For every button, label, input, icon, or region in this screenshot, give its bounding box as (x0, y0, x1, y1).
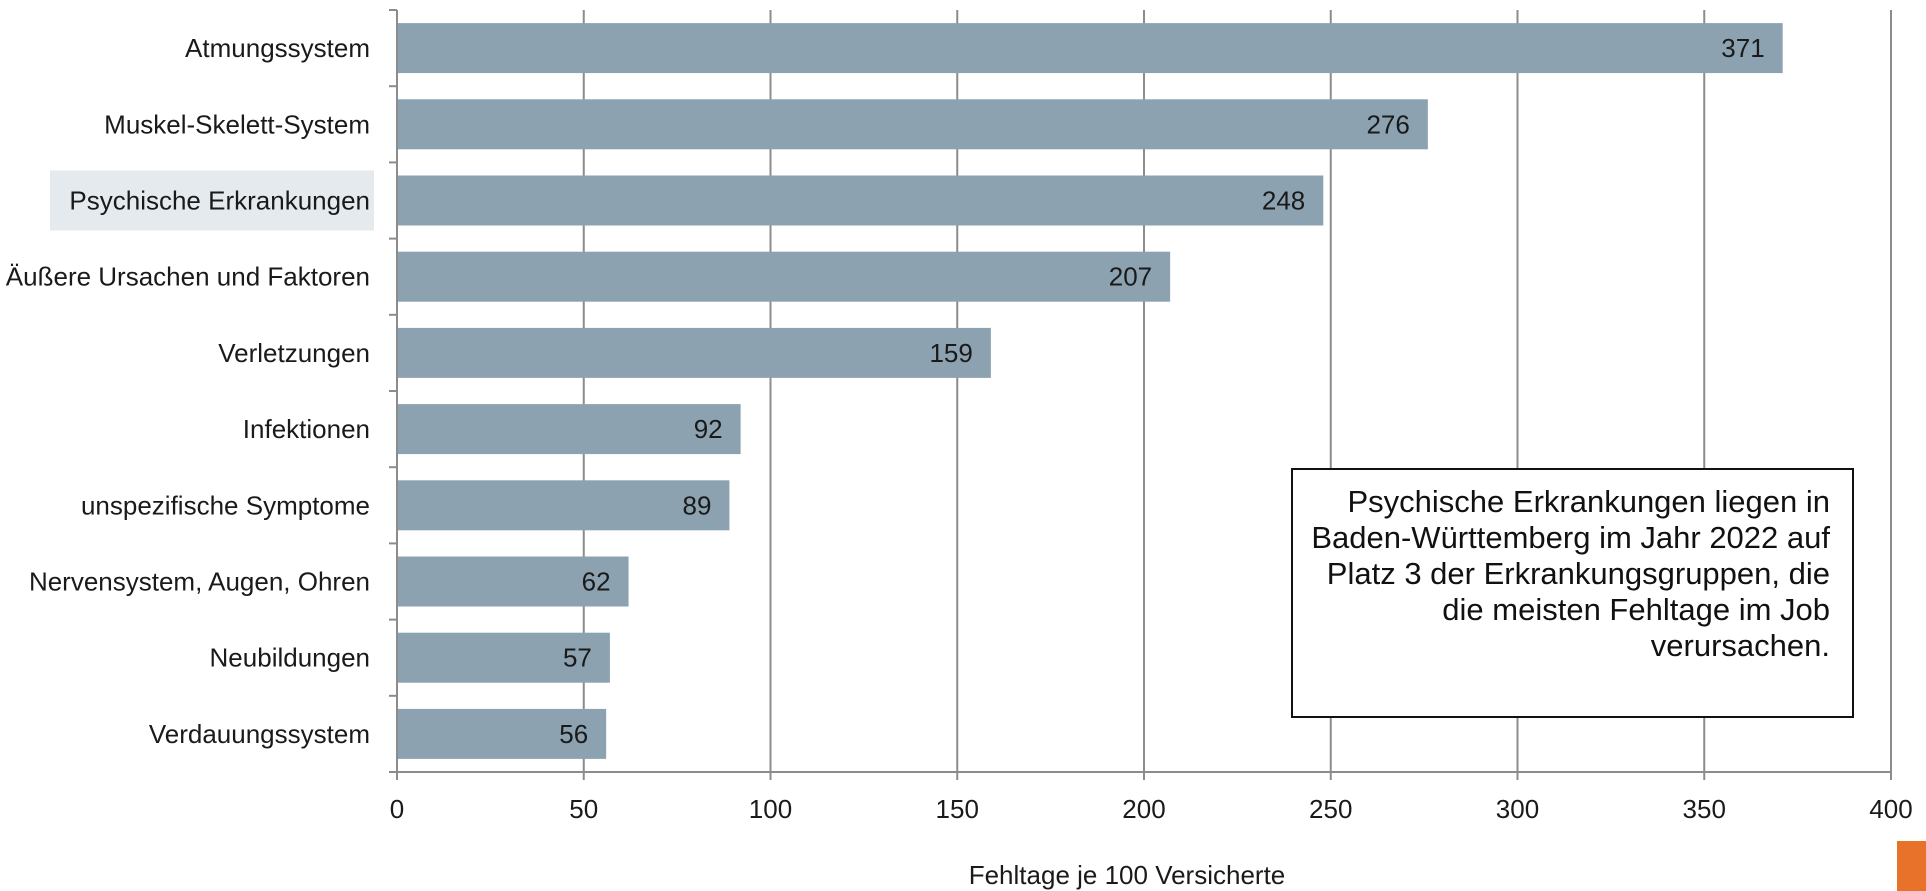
category-label: Verdauungssystem (149, 719, 370, 749)
data-label: 248 (1262, 186, 1305, 216)
x-tick-label: 100 (749, 794, 792, 824)
category-highlight (50, 170, 374, 231)
x-tick-label: 350 (1683, 794, 1726, 824)
data-label: 62 (582, 567, 611, 597)
x-tick-label: 0 (390, 794, 404, 824)
data-label: 89 (682, 490, 711, 520)
x-tick-label: 200 (1122, 794, 1165, 824)
annotation-box: Psychische Erkrankungen liegen in Baden-… (1291, 468, 1854, 718)
category-label: Psychische Erkrankungen (69, 186, 370, 216)
bar (397, 480, 730, 531)
bar (397, 556, 629, 607)
data-label: 159 (929, 338, 972, 368)
x-tick-label: 150 (936, 794, 979, 824)
data-label: 92 (694, 414, 723, 444)
bar (397, 99, 1428, 150)
data-label: 276 (1366, 109, 1409, 139)
bar (397, 404, 741, 455)
bar (397, 708, 607, 759)
category-label: Nervensystem, Augen, Ohren (29, 567, 370, 597)
category-label: Atmungssystem (185, 33, 370, 63)
bars (397, 23, 1783, 759)
labels: 0 50 100 150 200 250 300 350 400 Atmungssystem 371… (6, 33, 1913, 824)
data-label: 57 (563, 643, 592, 673)
category-label: Muskel-Skelett-System (104, 109, 370, 139)
bar (397, 251, 1171, 302)
bar (397, 632, 610, 683)
x-tick-label: 50 (569, 794, 598, 824)
data-label: 207 (1109, 262, 1152, 292)
axes (389, 9, 1892, 780)
category-label: Verletzungen (218, 338, 370, 368)
category-label: unspezifische Symptome (81, 490, 370, 520)
bar (397, 175, 1324, 226)
category-label: Neubildungen (210, 643, 370, 673)
category-label: Äußere Ursachen und Faktoren (6, 262, 370, 292)
x-tick-label: 400 (1869, 794, 1912, 824)
x-tick-label: 300 (1496, 794, 1539, 824)
bar (397, 23, 1783, 74)
corner-accent (1897, 841, 1926, 891)
bar (397, 327, 991, 378)
highlight-box (50, 170, 374, 231)
x-tick-label: 250 (1309, 794, 1352, 824)
data-label: 56 (559, 719, 588, 749)
x-axis-title: Fehltage je 100 Versicherte (969, 860, 1286, 890)
data-label: 371 (1721, 33, 1764, 63)
category-label: Infektionen (243, 414, 370, 444)
